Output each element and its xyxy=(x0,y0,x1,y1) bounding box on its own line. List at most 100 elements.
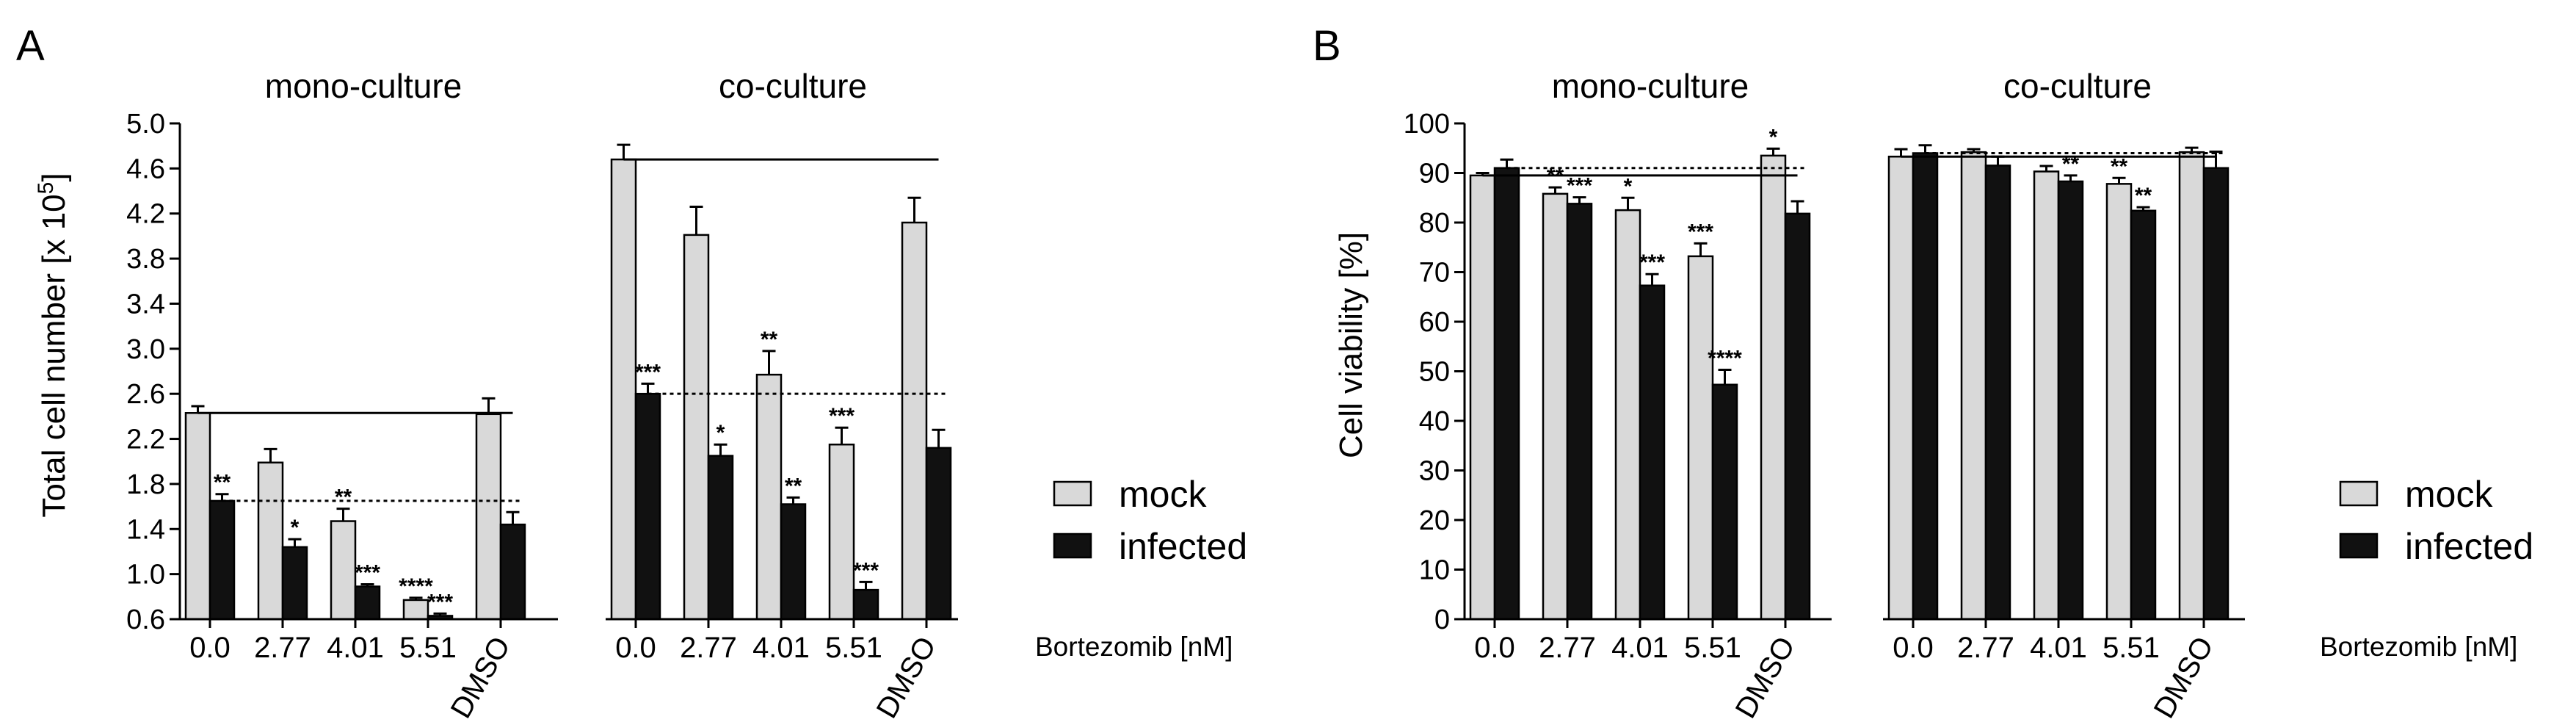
significance-marker: **** xyxy=(1708,346,1742,370)
significance-marker: *** xyxy=(355,560,380,585)
bar-mock xyxy=(755,373,783,621)
significance-marker: ** xyxy=(335,485,352,510)
significance-marker: **** xyxy=(399,574,433,599)
y-tick-label: 100 xyxy=(1404,109,1450,140)
y-tick-label: 50 xyxy=(1419,357,1450,388)
y-tick-label: 1.8 xyxy=(126,469,165,500)
panel-b-legend: mock infected xyxy=(2339,474,2533,567)
bar-mock xyxy=(901,221,928,621)
panel-label-b: B xyxy=(1313,22,1341,70)
panel-a-bars: ***************************** xyxy=(184,143,952,621)
legend-infected-swatch xyxy=(2339,533,2379,559)
x-tick-label: 2.77 xyxy=(1957,632,2014,664)
y-tick-label: 5.0 xyxy=(126,109,165,140)
y-tick-label: 3.4 xyxy=(126,289,165,320)
significance-marker: * xyxy=(1769,125,1778,149)
significance-marker: * xyxy=(1624,174,1633,198)
panel-a-co-culture-title: co-culture xyxy=(719,67,867,105)
bar-mock xyxy=(2178,151,2205,621)
legend-mock-label: mock xyxy=(2405,474,2493,515)
bar-infected xyxy=(1711,383,1738,621)
significance-marker: * xyxy=(291,516,300,540)
panel-a-legend: mock infected xyxy=(1053,474,1247,567)
panel-a-mono-culture-title: mono-culture xyxy=(265,67,462,105)
y-tick-label: 4.2 xyxy=(126,199,165,230)
y-tick-label: 2.2 xyxy=(126,425,165,455)
significance-marker: ** xyxy=(214,471,231,495)
bar-mock xyxy=(1960,151,1987,621)
bar-infected xyxy=(1493,167,1520,621)
y-tick-label: 3.8 xyxy=(126,244,165,275)
bar-infected xyxy=(2202,167,2229,621)
significance-marker: ** xyxy=(761,328,778,352)
bar-infected xyxy=(1639,284,1666,621)
x-tick-label: 4.01 xyxy=(1611,632,1669,664)
bar-mock xyxy=(475,413,502,621)
significance-marker: *** xyxy=(427,590,453,614)
bar-infected xyxy=(1984,165,2011,621)
x-tick-label: 2.77 xyxy=(680,632,737,664)
panel-label-a: A xyxy=(16,22,45,70)
y-tick-label: 2.6 xyxy=(126,379,165,410)
bar-mock xyxy=(1469,174,1496,621)
bar-infected xyxy=(780,503,807,621)
panel-a-drug-label: Bortezomib [nM] xyxy=(1035,632,1233,662)
bar-mock xyxy=(2033,170,2060,621)
significance-marker: *** xyxy=(853,558,879,582)
bar-infected xyxy=(852,588,879,621)
legend-infected-swatch xyxy=(1053,533,1092,559)
significance-marker: *** xyxy=(1688,220,1713,244)
x-tick-label: 5.51 xyxy=(825,632,882,664)
legend-infected-label: infected xyxy=(1119,526,1247,567)
x-tick-label: 2.77 xyxy=(1539,632,1596,664)
panel-a-reference-lines xyxy=(197,158,946,502)
bar-infected xyxy=(634,392,661,621)
y-tick-label: 30 xyxy=(1419,456,1450,487)
bar-infected xyxy=(281,546,308,621)
bar-infected xyxy=(1566,203,1593,621)
bar-mock xyxy=(1887,155,1915,621)
bar-mock xyxy=(184,412,211,621)
panel-b-y-ticks: 0 10 20 30 40 50 60 70 80 90 100 xyxy=(1404,109,1465,635)
x-tick-label: 5.51 xyxy=(2102,632,2160,664)
significance-marker: ** xyxy=(2135,184,2152,208)
x-tick-label: 4.01 xyxy=(2030,632,2087,664)
bar-infected xyxy=(925,447,952,621)
panel-b-mono-culture-title: mono-culture xyxy=(1552,67,1749,105)
y-tick-label: 40 xyxy=(1419,406,1450,437)
bar-infected xyxy=(1912,152,1939,621)
y-tick-label: 4.6 xyxy=(126,154,165,184)
x-tick-label: 0.0 xyxy=(189,632,231,664)
panel-b-bars: ** *** ************** **** xyxy=(1469,125,2229,621)
bar-mock xyxy=(257,461,284,621)
bar-mock xyxy=(1760,154,1787,621)
y-tick-label: 60 xyxy=(1419,307,1450,338)
bar-infected xyxy=(354,585,381,621)
x-tick-label: 0.0 xyxy=(1893,632,1934,664)
bar-mock xyxy=(1687,255,1714,621)
bar-mock xyxy=(402,599,429,621)
legend-mock-label: mock xyxy=(1119,474,1207,515)
y-tick-label: 20 xyxy=(1419,505,1450,536)
y-tick-label: 90 xyxy=(1419,159,1450,189)
panel-b-co-culture-title: co-culture xyxy=(2003,67,2152,105)
significance-marker: *** xyxy=(829,404,855,428)
y-tick-label: 1.0 xyxy=(126,560,165,591)
bar-infected xyxy=(707,455,734,621)
bar-mock xyxy=(828,443,855,621)
bar-mock xyxy=(683,234,710,621)
significance-marker: *** xyxy=(635,360,661,384)
x-tick-label: 0.0 xyxy=(1474,632,1515,664)
y-tick-label: 3.0 xyxy=(126,334,165,365)
bar-mock xyxy=(330,520,357,621)
x-tick-label: 5.51 xyxy=(1684,632,1741,664)
significance-marker: *** xyxy=(1639,250,1665,275)
x-tick-label: 2.77 xyxy=(254,632,311,664)
bar-infected xyxy=(1784,212,1811,621)
bar-mock xyxy=(1614,209,1641,621)
panel-b: B mono-culture co-culture Cell viability… xyxy=(1313,22,2533,722)
y-tick-label: 0 xyxy=(1434,604,1450,635)
significance-marker: ** xyxy=(2111,154,2128,178)
